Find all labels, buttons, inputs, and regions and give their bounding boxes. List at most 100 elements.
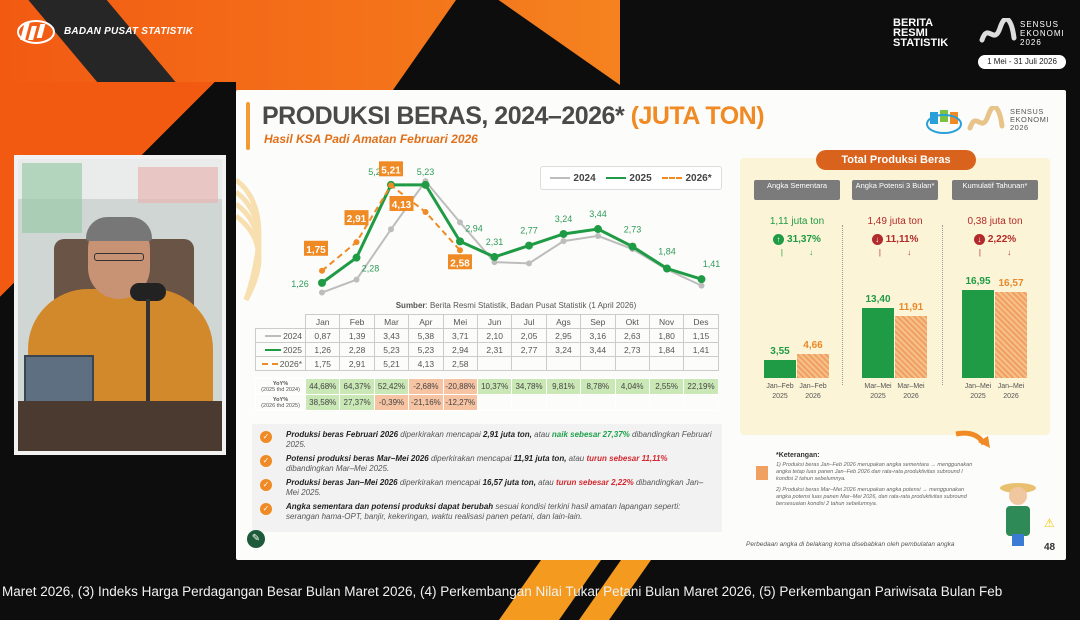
bps-color-logo bbox=[924, 106, 964, 136]
line-chart: 1,26 2,28 5,23 5,23 2,942,31 2,77 3,24 3,44 2,73… bbox=[236, 161, 721, 302]
data-point-2025 bbox=[525, 241, 533, 250]
data-label-2025: 1,26 bbox=[291, 279, 309, 289]
data-label-2025: 1,84 bbox=[658, 247, 676, 257]
check-icon: ✓ bbox=[260, 455, 272, 467]
bar-label: Jan–Feb 2026 bbox=[799, 383, 827, 400]
bar-2025 bbox=[862, 308, 894, 378]
data-point-2025 bbox=[421, 180, 430, 189]
comparison-arrows-icon: | ↓ bbox=[978, 248, 1012, 257]
summary-bullets: ✓ Produksi beras Februari 2026 diperkirak… bbox=[252, 424, 722, 532]
data-label-2026: 1,75 bbox=[304, 240, 328, 256]
brs-logo-text: BERITA RESMI STATISTIK bbox=[893, 17, 949, 49]
panel-groups: Angka Sementara 1,11 juta ton ↑ 31,37% | ↓ 3,… bbox=[236, 90, 1066, 560]
table-row: 2026* 1,75 2,91 5,21 4,13 2,58 bbox=[255, 356, 719, 371]
yoy-row: YoY% (2025 thd 2024) 44,68% 64,37% 52,42% -2,… bbox=[255, 378, 719, 395]
title-text: PRODUKSI BERAS, 2024–2026* bbox=[262, 102, 625, 130]
data-point-2026* bbox=[319, 267, 325, 274]
news-ticker: Maret 2026, (3) Indeks Harga Perdagangan… bbox=[2, 584, 1003, 599]
data-label-2025: 2,77 bbox=[520, 226, 538, 236]
data-label-2025: 1,41 bbox=[703, 259, 721, 269]
data-point-2024 bbox=[388, 226, 394, 233]
yoy-cell: 27,37% bbox=[339, 394, 375, 411]
legend-item-2025[interactable]: 2025 bbox=[606, 172, 652, 184]
bar-value: 4,66 bbox=[803, 339, 823, 351]
bar-label: Jan–Mei 2025 bbox=[964, 383, 992, 400]
legend-item-2024[interactable]: 2024 bbox=[550, 173, 596, 184]
data-label-2025: 3,44 bbox=[589, 209, 607, 219]
title-unit: (JUTA TON) bbox=[630, 102, 765, 130]
svg-text:1,75: 1,75 bbox=[306, 245, 326, 256]
bullet-item: ✓ Potensi produksi beras Mar–Mei 2026 dip… bbox=[260, 454, 714, 474]
census-logo bbox=[978, 16, 1018, 48]
data-label-2025: 2,28 bbox=[362, 264, 380, 274]
bar-label: Jan–Feb 2025 bbox=[766, 383, 794, 400]
series-line-2024 bbox=[321, 179, 702, 294]
chart-legend: 2024 2025 2026* bbox=[540, 166, 722, 190]
rounding-footnote: Perbedaan angka di belakang koma disebab… bbox=[746, 541, 955, 548]
census-color-label: SENSUS EKONOMI 2026 bbox=[1010, 107, 1049, 132]
yoy-cell: 9,81% bbox=[545, 378, 582, 395]
keterangan-title: *Keterangan: bbox=[776, 452, 820, 459]
bullet-item: ✓ Produksi beras Februari 2026 diperkirak… bbox=[260, 430, 714, 450]
arrow-up-circle-icon: ↑ bbox=[773, 234, 785, 245]
group-change: ↓ 2,22% bbox=[945, 234, 1045, 245]
bar-2026 bbox=[995, 291, 1027, 378]
group-change: ↑ 31,37% bbox=[747, 234, 847, 245]
panel-title: Total Produksi Beras bbox=[816, 150, 976, 170]
yoy-cell: 64,37% bbox=[339, 378, 375, 395]
census-label: SENSUS EKONOMI 2026 bbox=[1020, 20, 1065, 47]
data-point-2024 bbox=[457, 219, 463, 226]
legend-label: 2025 bbox=[629, 172, 652, 184]
group-header: Angka Sementara bbox=[754, 180, 840, 200]
census-dates: 1 Mei - 31 Juli 2026 bbox=[978, 55, 1066, 69]
data-label-2025: 5,23 bbox=[368, 167, 386, 177]
data-point-2025 bbox=[594, 225, 602, 234]
data-point-2024 bbox=[698, 282, 705, 289]
table-cell: 2,58 bbox=[442, 356, 478, 371]
yoy-table: YoY% (2025 thd 2024) 44,68% 64,37% 52,42% -2,… bbox=[255, 378, 719, 411]
data-label-2025: 2,94 bbox=[465, 223, 483, 233]
series-line-2025 bbox=[321, 183, 702, 285]
bar-2026 bbox=[797, 353, 829, 378]
data-point-2025 bbox=[352, 253, 361, 262]
bar-2025 bbox=[764, 359, 796, 378]
pencil-button[interactable]: ✎ bbox=[247, 530, 265, 548]
data-point-2026* bbox=[353, 239, 360, 246]
source-text: : Berita Resmi Statistik, Badan Pusat St… bbox=[425, 301, 637, 310]
data-label-2025: 2,31 bbox=[486, 237, 504, 247]
data-point-2024 bbox=[353, 276, 360, 283]
data-point-2026* bbox=[457, 247, 463, 254]
legend-swatch-2026 bbox=[756, 466, 768, 480]
svg-text:5,21: 5,21 bbox=[381, 165, 401, 176]
data-label-2025: 2,73 bbox=[624, 225, 642, 235]
data-table: Jan Feb Mar Apr Mei Jun Jul Ags Sep Okt Nov Des 2024… bbox=[255, 314, 719, 371]
table-header-row: Jan Feb Mar Apr Mei Jun Jul Ags Sep Okt Nov Des bbox=[256, 314, 719, 329]
yoy-cell: 2,55% bbox=[648, 378, 685, 395]
data-point-2024 bbox=[526, 260, 532, 267]
arrow-down-circle-icon: ↓ bbox=[871, 234, 883, 245]
bar-value: 16,95 bbox=[965, 275, 991, 287]
yoy-cell: -2,68% bbox=[408, 378, 444, 395]
group-header: Angka Potensi 3 Bulan* bbox=[852, 180, 938, 200]
yoy-cell: 22,19% bbox=[683, 378, 719, 395]
slide-subtitle: Hasil KSA Padi Amatan Februari 2026 bbox=[264, 132, 478, 146]
data-label-2025: 5,23 bbox=[417, 167, 435, 177]
bar-value: 13,40 bbox=[865, 294, 891, 306]
svg-text:2,91: 2,91 bbox=[347, 214, 367, 225]
bullet-item: ✓ Angka sementara dan potensi produksi da… bbox=[260, 502, 714, 522]
yoy-cell: -20,88% bbox=[442, 378, 478, 395]
data-point-2025 bbox=[663, 264, 671, 273]
census-color-logo bbox=[966, 104, 1006, 136]
data-label-2025: 3,24 bbox=[555, 214, 573, 224]
warning-icon: ⚠ bbox=[1044, 516, 1055, 530]
arrow-down-circle-icon: ↓ bbox=[973, 234, 985, 245]
data-label-2026: 2,58 bbox=[448, 254, 472, 270]
yoy-cell bbox=[683, 394, 719, 411]
data-point-2026* bbox=[422, 208, 429, 215]
page-number: 48 bbox=[1044, 542, 1056, 553]
svg-text:4,13: 4,13 bbox=[392, 200, 412, 211]
legend-item-2026[interactable]: 2026* bbox=[662, 173, 712, 184]
bar-2026 bbox=[895, 316, 927, 378]
data-point-2025 bbox=[490, 252, 499, 261]
table-cell: 5,21 bbox=[373, 356, 410, 371]
